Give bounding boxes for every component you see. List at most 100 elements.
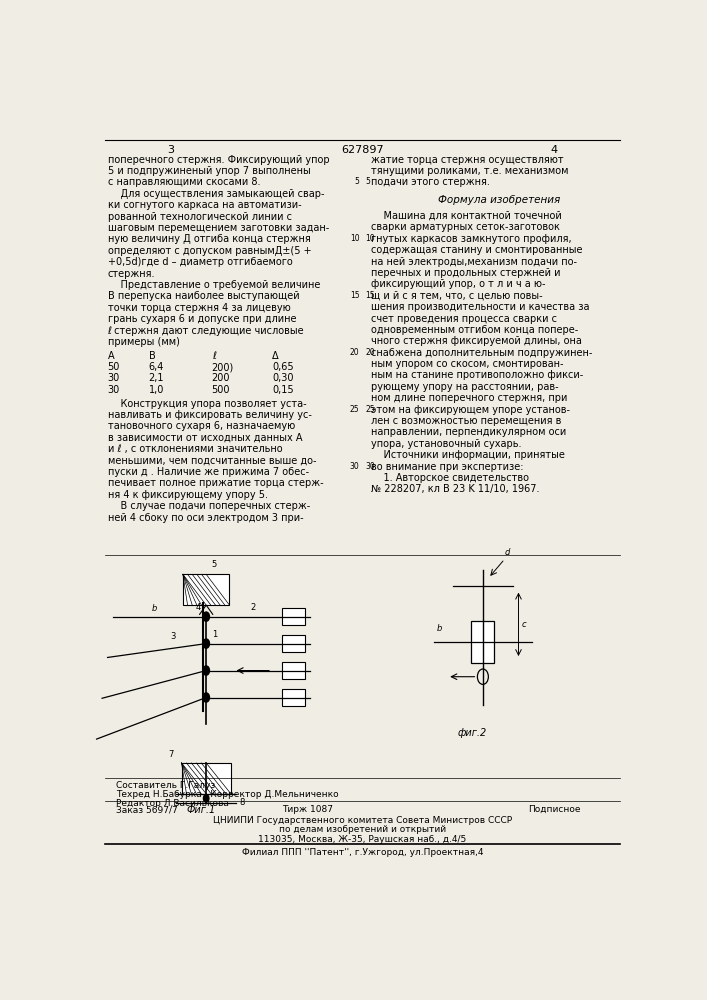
- Text: точки торца стержня 4 за лицевую: точки торца стержня 4 за лицевую: [107, 303, 291, 313]
- Text: A: A: [107, 351, 114, 361]
- Bar: [282, 662, 305, 679]
- Bar: [282, 608, 305, 625]
- Text: примеры (мм): примеры (мм): [107, 337, 180, 347]
- Text: ки согнутого каркаса на автоматизи-: ки согнутого каркаса на автоматизи-: [107, 200, 301, 210]
- Text: B: B: [148, 351, 156, 361]
- Text: стержня.: стержня.: [107, 269, 155, 279]
- Bar: [183, 574, 230, 605]
- Text: подачи этого стержня.: подачи этого стержня.: [370, 177, 489, 187]
- Text: 200: 200: [211, 373, 230, 383]
- Text: меньшими, чем подсчитанные выше до-: меньшими, чем подсчитанные выше до-: [107, 456, 316, 466]
- Circle shape: [203, 666, 209, 675]
- Text: во внимание при экспертизе:: во внимание при экспертизе:: [370, 462, 523, 472]
- Text: 3: 3: [170, 632, 176, 641]
- Text: определяют с допуском равнымД±(5 +: определяют с допуском равнымД±(5 +: [107, 246, 311, 256]
- Text: и ℓ , с отклонениями значительно: и ℓ , с отклонениями значительно: [107, 444, 282, 454]
- Text: Источники информации, принятые: Источники информации, принятые: [370, 450, 564, 460]
- Text: навливать и фиксировать величину ус-: навливать и фиксировать величину ус-: [107, 410, 311, 420]
- Text: грань сухаря 6 и допуске при длине: грань сухаря 6 и допуске при длине: [107, 314, 296, 324]
- Text: 113035, Москва, Ж-35, Раушская наб., д.4/5: 113035, Москва, Ж-35, Раушская наб., д.4…: [258, 835, 467, 844]
- Text: ней 4 сбоку по оси электродом 3 при-: ней 4 сбоку по оси электродом 3 при-: [107, 513, 303, 523]
- Text: Составитель Г.Галуз: Составитель Г.Галуз: [116, 781, 215, 790]
- Circle shape: [203, 612, 209, 621]
- Text: 30: 30: [107, 373, 119, 383]
- Text: шаговым перемещением заготовки задан-: шаговым перемещением заготовки задан-: [107, 223, 329, 233]
- Text: 5: 5: [365, 177, 370, 186]
- Text: +0,5d)где d – диаметр отгибаемого: +0,5d)где d – диаметр отгибаемого: [107, 257, 292, 267]
- Text: Формула изобретения: Формула изобретения: [438, 195, 561, 205]
- Text: ным на станине противоположно фикси-: ным на станине противоположно фикси-: [370, 370, 583, 380]
- Text: 1: 1: [211, 630, 217, 639]
- Text: 627897: 627897: [341, 145, 384, 155]
- Text: Техред Н.Бабурка   Корректор Д.Мельниченко: Техред Н.Бабурка Корректор Д.Мельниченко: [116, 790, 339, 799]
- Text: 1. Авторское свидетельство: 1. Авторское свидетельство: [370, 473, 529, 483]
- Text: печивает полное прижатие торца стерж-: печивает полное прижатие торца стерж-: [107, 478, 323, 488]
- Text: счет проведения процесса сварки с: счет проведения процесса сварки с: [370, 314, 556, 324]
- Bar: [182, 763, 230, 794]
- Text: Подписное: Подписное: [528, 805, 580, 814]
- Text: 2,1: 2,1: [148, 373, 164, 383]
- Text: снабжена дополнительным подпружинен-: снабжена дополнительным подпружинен-: [370, 348, 592, 358]
- Text: ЦНИИПИ Государственного комитета Совета Министров СССР: ЦНИИПИ Государственного комитета Совета …: [213, 816, 512, 825]
- Text: упора, установочный сухарь.: упора, установочный сухарь.: [370, 439, 521, 449]
- Text: 20: 20: [365, 348, 375, 357]
- Text: b: b: [151, 604, 157, 613]
- Text: Машина для контактной точечной: Машина для контактной точечной: [370, 211, 561, 221]
- Text: жатие торца стержня осуществляют: жатие торца стержня осуществляют: [370, 155, 563, 165]
- Text: чного стержня фиксируемой длины, она: чного стержня фиксируемой длины, она: [370, 336, 581, 346]
- Text: 30: 30: [107, 385, 119, 395]
- Text: ня 4 к фиксирующему упору 5.: ня 4 к фиксирующему упору 5.: [107, 490, 267, 500]
- Text: 0,30: 0,30: [272, 373, 293, 383]
- Text: рующему упору на расстоянии, рав-: рующему упору на расстоянии, рав-: [370, 382, 559, 392]
- Text: 3: 3: [167, 145, 174, 155]
- Text: c: c: [521, 620, 526, 629]
- Text: 200): 200): [211, 362, 234, 372]
- Circle shape: [204, 795, 209, 802]
- Text: 500: 500: [211, 385, 230, 395]
- Text: Δ: Δ: [272, 351, 279, 361]
- Text: Тирж 1087: Тирж 1087: [282, 805, 333, 814]
- Text: 50: 50: [107, 362, 120, 372]
- Text: одновременным отгибом конца попере-: одновременным отгибом конца попере-: [370, 325, 578, 335]
- Text: 30: 30: [350, 462, 360, 471]
- Circle shape: [203, 693, 209, 702]
- Text: Филиал ППП ''Патент'', г.Ужгород, ул.Проектная,4: Филиал ППП ''Патент'', г.Ужгород, ул.Про…: [242, 848, 483, 857]
- Text: 8: 8: [239, 798, 245, 807]
- Text: 1,0: 1,0: [148, 385, 164, 395]
- Text: 25: 25: [365, 405, 375, 414]
- Text: 10: 10: [350, 234, 360, 243]
- Text: 5 и подпружиненый упор 7 выполнены: 5 и подпружиненый упор 7 выполнены: [107, 166, 310, 176]
- Text: 0,65: 0,65: [272, 362, 293, 372]
- Text: 15: 15: [350, 291, 360, 300]
- Text: этом на фиксирующем упоре установ-: этом на фиксирующем упоре установ-: [370, 405, 570, 415]
- Text: тянущими роликами, т.е. механизмом: тянущими роликами, т.е. механизмом: [370, 166, 568, 176]
- Text: пуски д . Наличие же прижима 7 обес-: пуски д . Наличие же прижима 7 обес-: [107, 467, 309, 477]
- Text: ном длине поперечного стержня, при: ном длине поперечного стержня, при: [370, 393, 567, 403]
- Text: 2: 2: [250, 603, 255, 612]
- Bar: [472, 620, 494, 663]
- Bar: [282, 635, 305, 652]
- Text: 30: 30: [365, 462, 375, 471]
- Text: лен с возможностью перемещения в: лен с возможностью перемещения в: [370, 416, 561, 426]
- Text: ную величину Д отгиба конца стержня: ную величину Д отгиба конца стержня: [107, 234, 310, 244]
- Text: 5: 5: [355, 177, 360, 186]
- Text: ным упором со скосом, смонтирован-: ным упором со скосом, смонтирован-: [370, 359, 563, 369]
- Text: 6,4: 6,4: [148, 362, 164, 372]
- Text: поперечного стержня. Фиксирующий упор: поперечного стержня. Фиксирующий упор: [107, 155, 329, 165]
- Text: 4: 4: [551, 145, 558, 155]
- Text: b: b: [436, 624, 442, 633]
- Text: ℓ стержня дают следующие числовые: ℓ стержня дают следующие числовые: [107, 326, 304, 336]
- Text: в зависимости от исходных данных A: в зависимости от исходных данных A: [107, 433, 302, 443]
- Text: 7: 7: [168, 750, 173, 759]
- Text: щ и й с я тем, что, с целью повы-: щ и й с я тем, что, с целью повы-: [370, 291, 542, 301]
- Bar: [282, 689, 305, 706]
- Text: перечных и продольных стержней и: перечных и продольных стержней и: [370, 268, 560, 278]
- Text: 0,15: 0,15: [272, 385, 293, 395]
- Text: В случае подачи поперечных стерж-: В случае подачи поперечных стерж-: [107, 501, 310, 511]
- Text: 15: 15: [365, 291, 375, 300]
- Text: рованной технологической линии с: рованной технологической линии с: [107, 212, 291, 222]
- Text: B перепуска наиболее выступающей: B перепуска наиболее выступающей: [107, 291, 299, 301]
- Text: с направляющими скосами 8.: с направляющими скосами 8.: [107, 177, 260, 187]
- Text: направлении, перпендикулярном оси: направлении, перпендикулярном оси: [370, 427, 566, 437]
- Circle shape: [203, 639, 209, 648]
